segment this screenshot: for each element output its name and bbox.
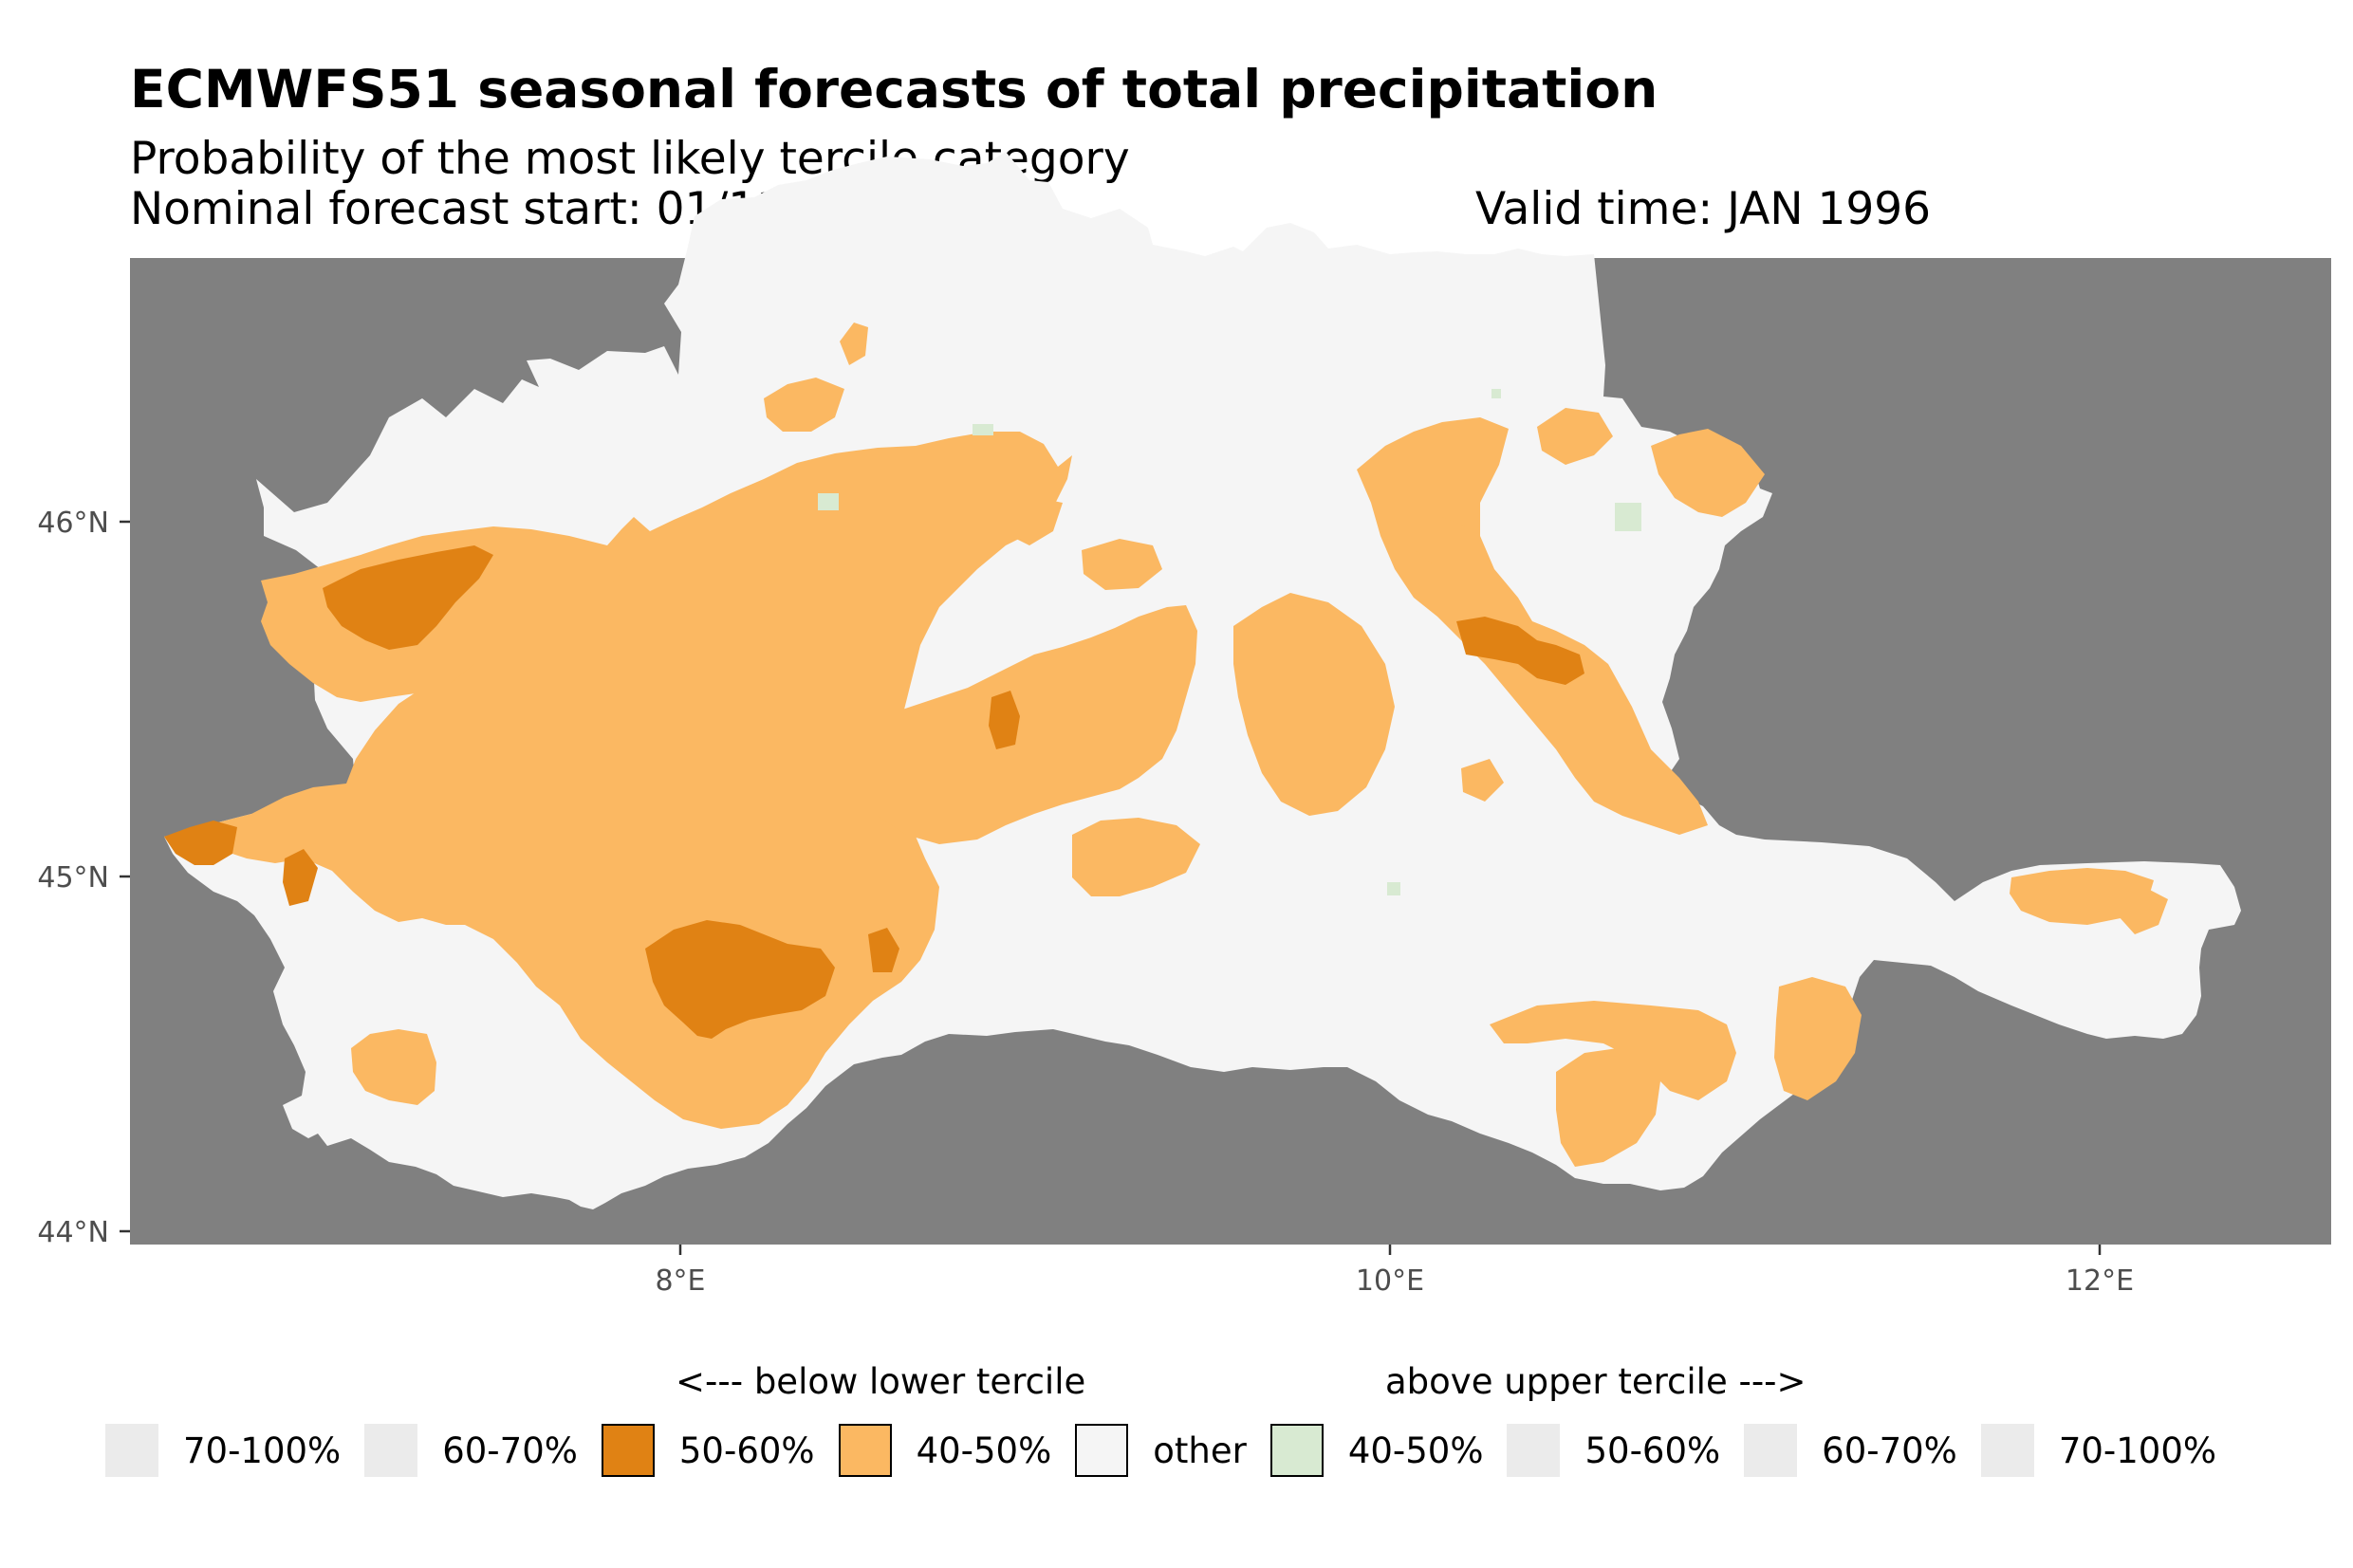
x-tick-label-8: 8°E <box>655 1264 705 1298</box>
region-below-50-60-susa <box>283 849 318 906</box>
legend-item-below-50-60: 50-60% <box>601 1424 815 1477</box>
legend-item-below-70-100: 70-100% <box>105 1424 341 1477</box>
region-below-40-50-romagna <box>1774 977 1862 1100</box>
region-below-50-60-frejus <box>164 821 237 865</box>
legend-label: 50-60% <box>1584 1430 1721 1471</box>
region-below-40-50-lombardy <box>1233 593 1395 816</box>
legend-label: 70-100% <box>183 1430 342 1471</box>
region-below-40-50-northwest <box>261 526 634 702</box>
legend-swatch <box>1075 1424 1129 1477</box>
legend-item-above-70-100: 70-100% <box>1980 1424 2217 1477</box>
legend-swatch <box>1744 1424 1798 1477</box>
legend-swatch <box>1507 1424 1561 1477</box>
legend-label: 70-100% <box>2058 1430 2217 1471</box>
region-above-40-50-d <box>1387 882 1400 895</box>
legend-below-heading: <--- below lower tercile <box>676 1361 1086 1402</box>
region-above-40-50-b <box>818 493 839 510</box>
x-axis: 8°E 10°E 12°E <box>655 1245 2134 1298</box>
x-tick-label-12: 12°E <box>2066 1264 2134 1298</box>
region-below-40-50-garda <box>1414 517 1466 564</box>
region-below-40-50-pavia <box>892 768 954 811</box>
legend-swatch <box>838 1424 892 1477</box>
legend-label: 50-60% <box>678 1430 815 1471</box>
y-tick-label-45: 45°N <box>37 861 109 895</box>
legend-swatch <box>601 1424 655 1477</box>
legend-item-above-40-50: 40-50% <box>1269 1424 1484 1477</box>
region-below-50-60-biella <box>989 691 1020 749</box>
legend-label: 40-50% <box>916 1430 1052 1471</box>
region-below-40-50-south-center <box>1072 818 1200 896</box>
chart-title: ECMWFS51 seasonal forecasts of total pre… <box>130 59 1658 120</box>
region-below-40-50-north-alps <box>764 378 844 432</box>
region-below-50-60-lessini <box>1456 617 1584 685</box>
region-below-40-50-sesia <box>1010 498 1063 545</box>
y-tick-label-44: 44°N <box>37 1216 109 1249</box>
region-below-40-50-trieste <box>2116 887 2168 934</box>
region-below-50-60-alessandria <box>868 928 899 972</box>
y-axis: 46°N 45°N 44°N <box>37 507 130 1249</box>
region-below-50-60-valdaosta <box>323 545 493 650</box>
region-below-40-50-west <box>164 432 1072 1129</box>
legend-item-above-50-60: 50-60% <box>1507 1424 1720 1477</box>
legend: 70-100% 60-70% 50-60% 40-50% other 40-50… <box>105 1420 2240 1481</box>
legend-item-below-40-50: 40-50% <box>838 1424 1052 1477</box>
legend-label: 60-70% <box>442 1430 578 1471</box>
legend-swatch <box>105 1424 158 1477</box>
legend-label: other <box>1153 1430 1247 1471</box>
legend-item-below-60-70: 60-70% <box>364 1424 578 1477</box>
legend-swatch <box>1980 1424 2034 1477</box>
region-below-40-50-po <box>1082 539 1162 590</box>
legend-label: 40-50% <box>1347 1430 1484 1471</box>
legend-label: 60-70% <box>1822 1430 1957 1471</box>
y-tick-label-46: 46°N <box>37 507 109 540</box>
region-below-50-60-cuneo <box>645 920 835 1039</box>
region-below-40-50-emilia <box>1490 1001 1736 1100</box>
valid-time-label: Valid time: JAN 1996 <box>1475 183 1932 235</box>
legend-item-other: other <box>1075 1424 1247 1477</box>
region-above-40-50-a <box>973 424 993 435</box>
legend-item-above-60-70: 60-70% <box>1744 1424 1957 1477</box>
region-above-40-50-e <box>1491 389 1501 398</box>
legend-above-heading: above upper tercile ---> <box>1385 1361 1806 1402</box>
region-below-40-50-northeast <box>1651 429 1765 517</box>
region-below-40-50-north-strip <box>840 323 868 365</box>
region-below-40-50-adige <box>1537 408 1613 465</box>
legend-swatch <box>364 1424 418 1477</box>
region-below-40-50-southwest <box>351 1029 436 1105</box>
region-below-40-50-cremona <box>1461 759 1504 802</box>
region-below-40-50-ligurian <box>1556 1048 1660 1167</box>
x-tick-label-10: 10°E <box>1356 1264 1424 1298</box>
legend-swatch <box>1269 1424 1324 1477</box>
region-above-40-50-c <box>1615 503 1641 531</box>
